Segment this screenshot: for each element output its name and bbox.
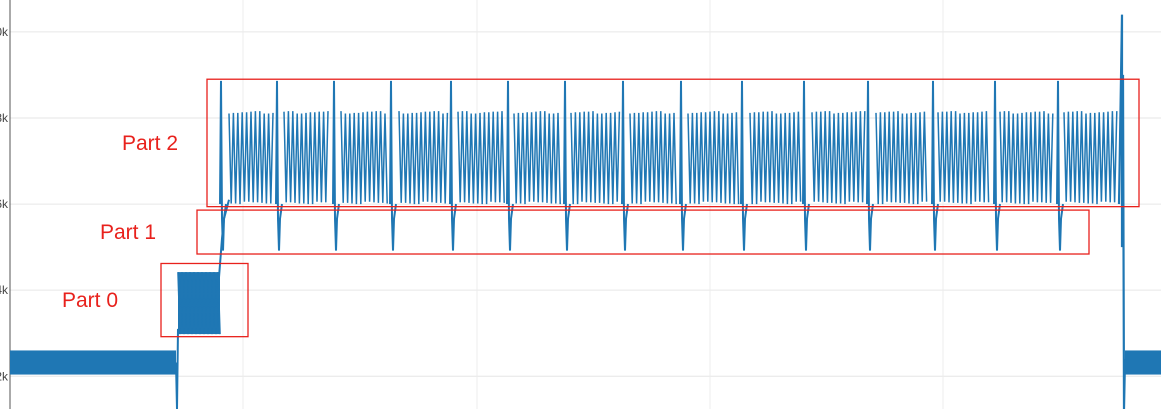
part-2-block-11 [875,111,928,205]
part-2-block-10 [811,111,866,205]
final-spike [1117,14,1127,409]
part-2-block-4 [457,111,505,205]
y-tick-label-1: 4k [0,283,9,297]
series-line [10,14,1161,409]
annotation-label-0: Part 2 [122,132,178,155]
baseline-left [10,350,176,375]
part-1-dip-13 [993,80,1001,251]
part-1-dip-7 [621,80,629,251]
annotation-box-0 [206,78,1140,208]
y-tick-labels: 2k 4k 6k 8k 0k [0,25,9,383]
part-2-block-13 [999,111,1054,205]
part-1-dip-11 [866,80,874,251]
part-0-trace [177,272,221,335]
part-2-block-9 [749,111,802,205]
part-1-dip-8 [679,80,687,251]
part-1-dip-9 [740,80,748,251]
part-1-dip-4 [449,80,457,251]
part-1-dip-3 [389,80,397,251]
initial-dip [175,328,179,409]
annotation-label-1: Part 1 [100,221,156,244]
gridlines [10,0,1161,409]
baseline-right [1125,350,1161,375]
part-2-block-0 [228,111,274,205]
part-2-block-12 [937,111,990,205]
y-tick-label-0: 2k [0,369,9,383]
part-1-dip-12 [931,80,939,251]
part-2-block-8 [687,111,740,205]
part-2-block-6 [570,111,621,205]
part-1-dip-5 [506,80,514,251]
part-1-dip-1 [275,80,283,251]
part-1-dip-14 [1056,80,1064,251]
part-2-block-2 [340,111,388,205]
y-tick-label-3: 8k [0,111,9,125]
part-2-block-3 [398,111,449,205]
part-1-dip-0 [219,80,227,251]
annotation-box-1 [196,209,1090,255]
annotations: Part 2 Part 1 Part 0 [62,78,1140,338]
annotation-box-2 [160,262,249,338]
part-1-dip-2 [332,80,340,251]
part-1-dip-10 [802,80,810,251]
part-2-block-7 [629,111,677,205]
y-tick-label-4: 0k [0,25,9,39]
part-1-dip-6 [563,80,571,251]
annotation-label-2: Part 0 [62,289,118,312]
part-2-block-1 [283,111,329,205]
part-2-block-14 [1063,111,1118,205]
y-tick-label-2: 6k [0,197,9,211]
part-2-block-5 [513,111,561,205]
